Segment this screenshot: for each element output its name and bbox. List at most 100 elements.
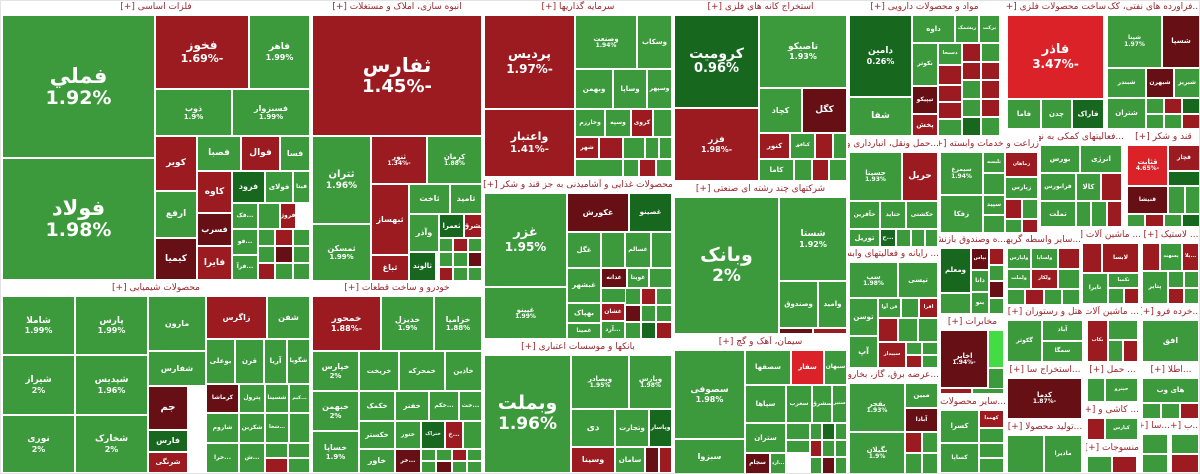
stock-cell[interactable]: سصفها — [745, 350, 791, 385]
stock-cell[interactable] — [653, 109, 672, 137]
stock-cell[interactable]: زفکا — [940, 195, 983, 233]
stock-cell[interactable] — [1168, 287, 1184, 304]
stock-cell[interactable] — [645, 447, 659, 473]
sector-header[interactable]: ...حمل ونقل، انبارداری و ار [+] — [848, 138, 939, 151]
stock-cell[interactable]: فزر -1.98% — [674, 108, 759, 181]
stock-cell[interactable]: شفارس — [148, 351, 206, 386]
stock-cell[interactable]: فسبزوار 1.99% — [232, 89, 310, 136]
stock-cell[interactable]: خپارس 2% — [312, 351, 359, 391]
stock-cell[interactable]: فسا — [280, 136, 310, 171]
sector-header[interactable]: ...تولید محصولا [+] — [1006, 421, 1084, 434]
stock-cell[interactable]: شبریز — [1174, 68, 1199, 98]
stock-cell[interactable]: زاگرس — [206, 296, 267, 339]
stock-cell[interactable] — [649, 268, 672, 288]
stock-cell[interactable] — [1082, 243, 1102, 273]
stock-cell[interactable] — [1180, 403, 1199, 419]
stock-cell[interactable]: ثنور -1.34% — [371, 136, 427, 184]
stock-cell[interactable]: شپدیس 1.96% — [75, 355, 148, 415]
stock-cell[interactable]: خاذین — [445, 351, 482, 391]
stock-cell[interactable] — [656, 305, 672, 322]
stock-cell[interactable]: شستا 1.92% — [779, 197, 847, 281]
stock-cell[interactable]: بگیلان 1.9% — [849, 432, 905, 473]
stock-cell[interactable]: کسرا — [940, 410, 979, 443]
stock-cell[interactable]: وبهمن — [575, 69, 613, 109]
stock-cell[interactable] — [918, 318, 938, 342]
stock-cell[interactable]: ثباغ — [371, 255, 409, 281]
stock-cell[interactable]: سشرق — [812, 385, 832, 423]
stock-cell[interactable] — [822, 423, 835, 440]
stock-cell[interactable]: پسهند — [1160, 243, 1182, 271]
stock-cell[interactable]: خاور — [359, 449, 395, 473]
sector-header[interactable]: محصولات غذایی و آشامیدنی به جز قند و شکر… — [483, 179, 673, 192]
sector-header[interactable]: ...عرضه برق، گاز، بخاروآب [+] — [848, 369, 939, 382]
stock-cell[interactable] — [258, 229, 276, 246]
stock-cell[interactable] — [1168, 186, 1185, 214]
stock-cell[interactable] — [451, 449, 467, 461]
stock-cell[interactable]: ...خر — [395, 449, 421, 473]
stock-cell[interactable] — [623, 137, 645, 159]
stock-cell[interactable]: ...پلا — [1182, 243, 1199, 271]
stock-cell[interactable]: شرنگی — [148, 452, 188, 473]
stock-cell[interactable]: پخش — [912, 114, 938, 136]
stock-cell[interactable]: شهر — [575, 137, 599, 159]
sector-header[interactable]: ... رایانه و فعالیتهای وابسته [+] — [848, 248, 939, 261]
stock-cell[interactable] — [439, 266, 454, 281]
stock-cell[interactable]: ستران — [745, 423, 786, 453]
stock-cell[interactable] — [265, 443, 288, 458]
sector-header[interactable]: ...سایر محصولات کانی [+] — [939, 396, 1006, 409]
stock-cell[interactable]: سامان — [615, 447, 645, 473]
stock-cell[interactable]: وبصادر 1.95% — [571, 355, 629, 409]
stock-cell[interactable] — [453, 252, 468, 267]
stock-cell[interactable] — [639, 159, 656, 177]
stock-cell[interactable]: بوعلی — [206, 339, 235, 384]
stock-cell[interactable]: کالا — [1076, 173, 1101, 201]
stock-cell[interactable]: وآذر — [409, 214, 439, 252]
sector-header[interactable]: ...ه وصندوق بازنشس [+] — [939, 234, 1006, 247]
stock-cell[interactable] — [453, 266, 468, 281]
stock-cell[interactable]: کساپا — [940, 443, 979, 473]
stock-cell[interactable] — [292, 246, 310, 263]
stock-cell[interactable] — [1127, 214, 1146, 227]
stock-cell[interactable]: غدانه — [601, 268, 627, 288]
stock-cell[interactable]: وپاسار — [649, 409, 672, 447]
stock-cell[interactable] — [878, 318, 898, 342]
stock-cell[interactable] — [989, 248, 1004, 265]
stock-cell[interactable]: چدن — [1041, 99, 1072, 129]
sector-header[interactable]: ...فعالیتهای کمکی به نهاد [+] — [1039, 131, 1124, 144]
stock-cell[interactable]: وتجارت — [615, 409, 649, 447]
stock-cell[interactable]: کنور — [759, 133, 790, 159]
stock-cell[interactable] — [905, 453, 922, 473]
stock-cell[interactable] — [962, 80, 981, 99]
stock-cell[interactable]: شخارک 2% — [75, 415, 148, 473]
stock-cell[interactable] — [815, 133, 833, 159]
stock-cell[interactable]: غزر 1.95% — [484, 193, 567, 287]
stock-cell[interactable] — [1142, 453, 1168, 473]
stock-cell[interactable] — [265, 458, 288, 473]
stock-cell[interactable] — [625, 288, 641, 305]
stock-cell[interactable]: سفار — [791, 350, 824, 385]
stock-cell[interactable] — [981, 61, 1000, 81]
stock-cell[interactable]: زپارس — [1005, 177, 1038, 199]
stock-cell[interactable]: فولاد 1.98% — [2, 158, 155, 280]
stock-cell[interactable] — [439, 238, 454, 253]
stock-cell[interactable]: کرماشا — [206, 384, 239, 413]
stock-cell[interactable] — [834, 440, 847, 457]
stock-cell[interactable] — [962, 43, 981, 62]
sector-header[interactable]: ...سا [+] — [1141, 420, 1170, 433]
stock-cell[interactable]: قثابت -4.65% — [1127, 145, 1168, 186]
sector-header[interactable]: سرمایه گذاریها [+] — [483, 1, 673, 14]
stock-cell[interactable] — [1168, 171, 1199, 186]
sector-header[interactable]: قند و شکر [+] — [1126, 131, 1199, 144]
stock-cell[interactable] — [911, 229, 925, 247]
stock-cell[interactable] — [924, 229, 938, 247]
stock-cell[interactable] — [779, 328, 813, 334]
stock-cell[interactable] — [1022, 199, 1038, 219]
stock-cell[interactable] — [962, 117, 981, 136]
stock-cell[interactable] — [822, 440, 835, 457]
stock-cell[interactable]: تاصیکو 1.93% — [759, 15, 847, 88]
stock-cell[interactable]: ولپارس — [1007, 248, 1031, 269]
stock-cell[interactable] — [922, 432, 938, 453]
stock-cell[interactable] — [786, 440, 810, 453]
stock-cell[interactable] — [1061, 289, 1080, 305]
stock-cell[interactable] — [1101, 173, 1122, 201]
